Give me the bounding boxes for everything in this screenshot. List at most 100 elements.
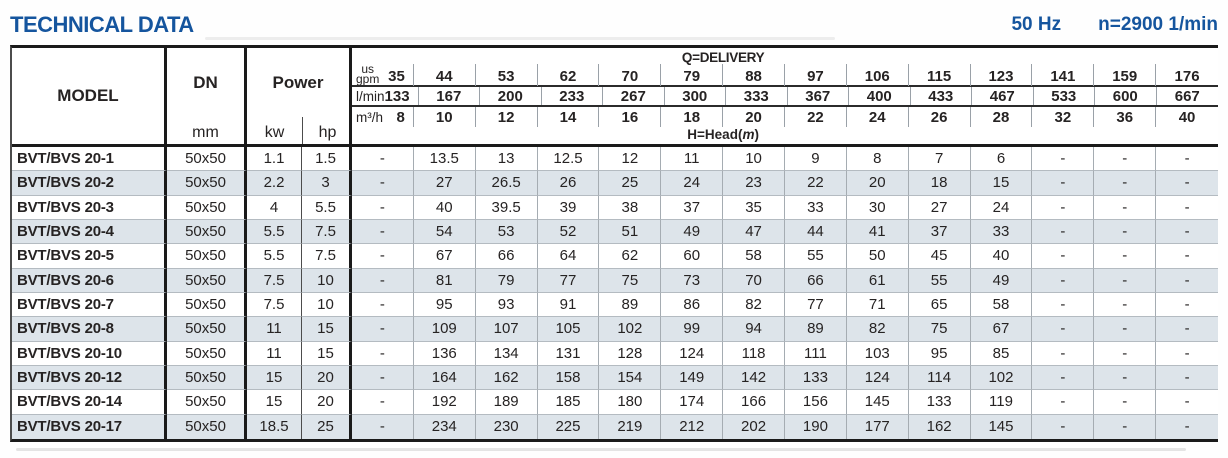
head-value-cell: -: [1094, 244, 1157, 269]
head-value-cell: -: [1156, 292, 1218, 318]
delivery-header-value: 32: [1032, 107, 1095, 127]
delivery-header-value: 123: [971, 64, 1033, 86]
head-value-cell: -: [1094, 219, 1157, 245]
head-value-cell: -: [1156, 244, 1218, 269]
dn-cell: 50x50: [167, 219, 247, 245]
technical-data-table: MODEL DN mm Power kw hp Q=DELIVERY us gpm…: [10, 45, 1218, 442]
head-value-cell: 54: [413, 219, 476, 245]
delivery-header-value: 8: [396, 108, 405, 126]
dn-cell: 50x50: [167, 244, 247, 269]
delivery-header-value: 10: [414, 107, 476, 127]
model-cell: BVT/BVS 20-7: [12, 292, 167, 318]
head-value-cell: 66: [785, 268, 847, 293]
head-value-cell: -: [1094, 268, 1157, 293]
head-value-cell: 75: [599, 268, 662, 293]
delivery-unit-label: m³/h: [356, 109, 383, 125]
delivery-header-value: 44: [414, 64, 476, 86]
head-value-cell: 225: [537, 414, 600, 439]
kw-cell: 2.2: [247, 171, 302, 196]
head-value-cell: 67: [970, 317, 1033, 342]
head-value-cell: 189: [475, 390, 538, 415]
hp-cell: 1.5: [302, 147, 352, 172]
head-value-cell: 95: [413, 292, 476, 318]
delivery-header-value: 533: [1034, 87, 1095, 105]
delivery-header-value: 167: [419, 87, 481, 105]
delivery-header-value: l/min 133: [352, 87, 419, 105]
head-value-cell: 61: [846, 268, 909, 293]
model-cell: BVT/BVS 20-1: [12, 147, 167, 172]
delivery-header-value: 40: [1178, 108, 1196, 126]
dn-cell: 50x50: [167, 414, 247, 439]
page-title: TECHNICAL DATA: [10, 12, 194, 37]
head-value-cell: 73: [661, 268, 724, 293]
head-value-cell: 45: [908, 244, 971, 269]
head-value-cell: 82: [723, 292, 785, 318]
kw-cell: 15: [247, 390, 302, 415]
head-value-cell: -: [1032, 414, 1095, 439]
head-value-cell: 7: [908, 147, 971, 172]
delivery-header-value: m³/h 8: [352, 107, 414, 127]
delivery-header-value: 200: [480, 87, 542, 105]
head-value-cell: 109: [413, 317, 476, 342]
head-value-cell: 6: [970, 147, 1033, 172]
head-value-cell: 13: [475, 147, 538, 172]
kw-cell: 18.5: [247, 414, 302, 439]
dn-cell: 50x50: [167, 147, 247, 172]
head-value-cell: 67: [413, 244, 476, 269]
model-cell: BVT/BVS 20-17: [12, 414, 167, 439]
delivery-header-value: 141: [1032, 64, 1095, 86]
head-value-cell: 40: [970, 244, 1033, 269]
dn-unit-label: mm: [192, 124, 219, 141]
head-value-cell: 119: [970, 390, 1033, 415]
head-value-cell: 50: [846, 244, 909, 269]
head-value-cell: -: [1032, 244, 1095, 269]
head-value-cell: 12: [599, 147, 662, 172]
model-cell: BVT/BVS 20-14: [12, 390, 167, 415]
delivery-header-value: 159: [1094, 64, 1157, 86]
head-value-cell: 62: [599, 244, 662, 269]
delivery-header-value: 79: [661, 64, 724, 86]
model-cell: BVT/BVS 20-2: [12, 171, 167, 196]
head-value-cell: 27: [413, 171, 476, 196]
kw-cell: 11: [247, 341, 302, 366]
head-value-cell: 190: [785, 414, 847, 439]
head-value-cell: 158: [537, 365, 600, 391]
operating-conditions: 50 Hz n=2900 1/min: [1011, 14, 1218, 36]
head-value-cell: 33: [970, 219, 1033, 245]
head-value-cell: 85: [970, 341, 1033, 366]
dn-cell: 50x50: [167, 292, 247, 318]
head-value-cell: 166: [723, 390, 785, 415]
head-value-cell: -: [1094, 390, 1157, 415]
head-value-cell: 71: [846, 292, 909, 318]
head-value-cell: 66: [475, 244, 538, 269]
head-value-cell: 99: [661, 317, 724, 342]
head-value-cell: 52: [537, 219, 600, 245]
delivery-header-value: 267: [603, 87, 665, 105]
delivery-title-row: Q=DELIVERY: [352, 48, 1218, 65]
model-cell: BVT/BVS 20-5: [12, 244, 167, 269]
power-header-label: Power: [272, 73, 324, 92]
delivery-unit-label: us gpm: [356, 62, 380, 86]
hp-cell: 7.5: [302, 219, 352, 245]
head-value-cell: -: [1032, 171, 1095, 196]
head-value-cell: 26: [537, 171, 600, 196]
model-cell: BVT/BVS 20-4: [12, 219, 167, 245]
head-value-cell: -: [1156, 147, 1218, 172]
head-value-cell: -: [1032, 219, 1095, 245]
delivery-header-value: 16: [599, 107, 662, 127]
head-value-cell: -: [352, 341, 414, 366]
head-value-cell: -: [1156, 219, 1218, 245]
head-value-cell: 9: [785, 147, 847, 172]
head-value-cell: 202: [723, 414, 785, 439]
delivery-header-value: 88: [723, 64, 785, 86]
delivery-header-value: 400: [849, 87, 911, 105]
speed-label: n=2900 1/min: [1098, 14, 1218, 35]
head-value-cell: -: [1032, 147, 1095, 172]
head-value-cell: -: [352, 390, 414, 415]
head-value-cell: -: [1032, 341, 1095, 366]
kw-cell: 7.5: [247, 268, 302, 293]
delivery-header-value: 106: [847, 64, 909, 86]
head-value-cell: 58: [723, 244, 785, 269]
head-value-cell: 44: [785, 219, 847, 245]
model-cell: BVT/BVS 20-10: [12, 341, 167, 366]
